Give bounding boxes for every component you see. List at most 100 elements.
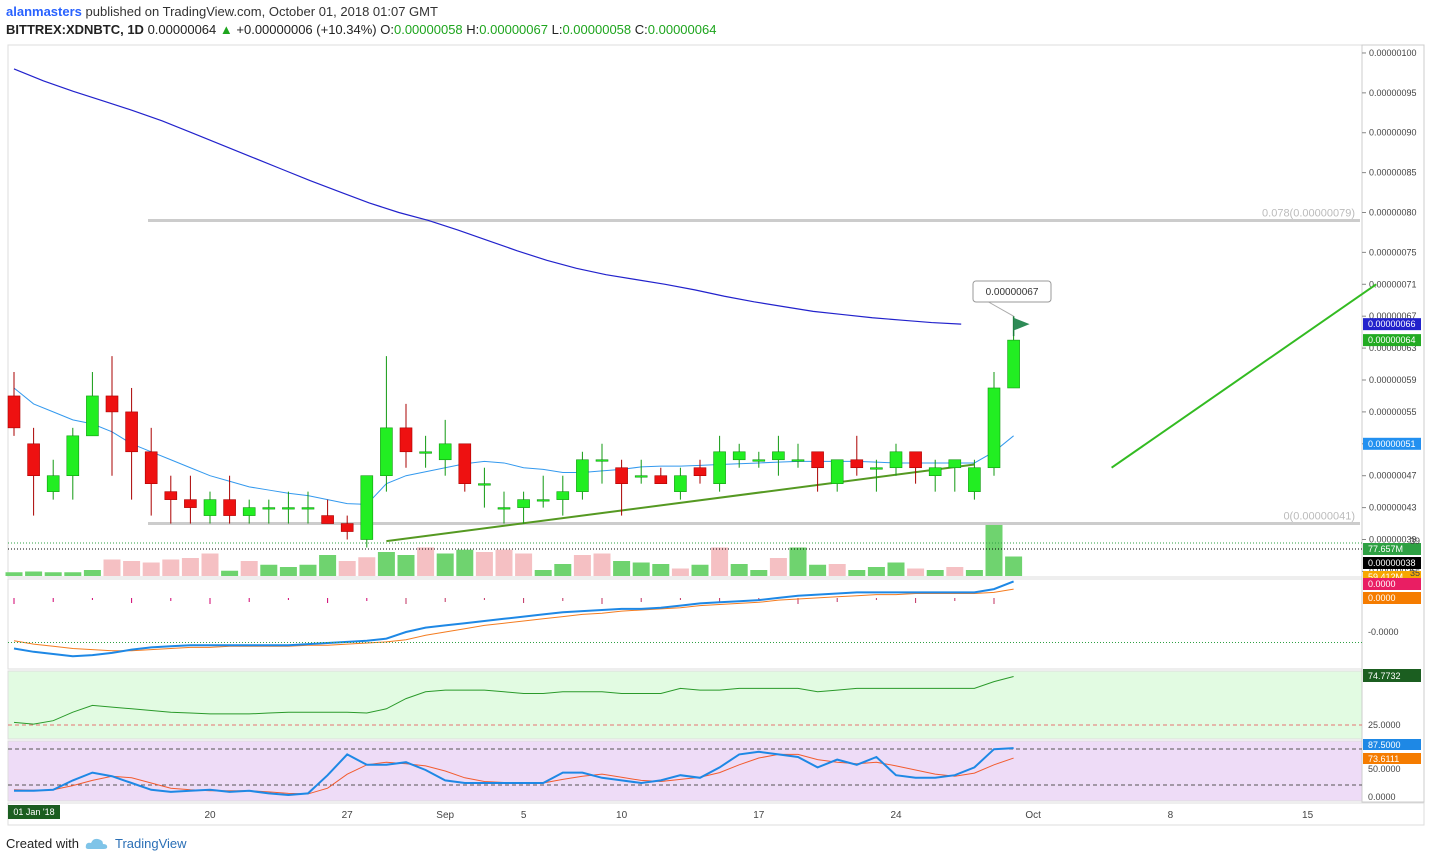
time-axis-label: 24 <box>890 810 902 821</box>
candle-body <box>968 467 981 492</box>
volume-bar <box>358 557 376 576</box>
price-tick-label: 0.00000043 <box>1369 503 1417 513</box>
volume-bar <box>495 549 513 576</box>
volume-bar <box>260 564 278 576</box>
price-tick-label: 0.00000090 <box>1369 128 1417 138</box>
price-tick-label: 0.00000095 <box>1369 88 1417 98</box>
time-axis-label: 8 <box>1168 810 1174 821</box>
candle-body <box>497 507 511 510</box>
footer: Created with TradingView <box>6 836 187 851</box>
time-axis-label: Oct <box>1025 810 1041 821</box>
candle-body <box>811 451 824 469</box>
candle-body <box>438 443 452 461</box>
macd-badge-text: 0.0000 <box>1368 579 1396 589</box>
tradingview-brand[interactable]: TradingView <box>114 836 187 851</box>
volume-bar <box>436 553 454 576</box>
volume-bar <box>44 572 62 576</box>
price-tick-label: 0.00000063 <box>1369 343 1417 353</box>
price-tick-label: 0.00000055 <box>1369 407 1417 417</box>
volume-bar <box>946 567 964 576</box>
candle-body <box>772 451 785 461</box>
volume-bar <box>456 549 474 576</box>
volume-bar <box>377 552 395 576</box>
volume-axis-label: 35 <box>1410 568 1420 578</box>
candle-body <box>850 459 864 469</box>
candle-body <box>125 411 138 453</box>
candle-body <box>830 459 844 484</box>
symbol-legend: BITTREX:XDNBTC, 1D 0.00000064 ▲ +0.00000… <box>6 22 716 37</box>
time-axis-label: 10 <box>616 810 628 821</box>
volume-bar <box>103 559 121 576</box>
volume-bar <box>554 564 572 576</box>
author-name[interactable]: alanmasters <box>6 4 82 19</box>
volume-bar <box>279 567 297 576</box>
price-axis <box>1361 44 1425 803</box>
volume-bar <box>789 547 807 576</box>
candle-body <box>987 387 1001 469</box>
candle-body <box>595 459 609 462</box>
candle-body <box>203 499 217 516</box>
published-text: published on TradingView.com, October 01… <box>85 4 438 19</box>
candle-body <box>340 523 354 532</box>
symbol-title: BITTREX:XDNBTC, 1D <box>6 22 144 37</box>
price-tick-label: 0.00000080 <box>1369 207 1417 217</box>
last-price: 0.00000064 <box>147 22 217 37</box>
price-tick-label: 0.00000100 <box>1369 48 1417 58</box>
rsi-line <box>13 676 1014 725</box>
stoch-pane <box>7 740 1363 802</box>
candle-body <box>458 443 472 484</box>
price-tick-label: 0.00000085 <box>1369 168 1417 178</box>
created-with-text: Created with <box>6 836 79 851</box>
volume-bar <box>671 568 689 576</box>
candle-body <box>105 395 119 413</box>
stoch-d-badge <box>1363 753 1421 764</box>
volume-bar <box>573 555 591 576</box>
axis-badge-text: 0.00000051 <box>1368 439 1416 449</box>
candle-body <box>615 467 628 484</box>
candle-body <box>674 475 687 492</box>
axis-badge-text: 77.657M <box>1368 544 1403 554</box>
axis-badge-text: 0.00000064 <box>1368 335 1416 345</box>
volume-bar <box>652 564 670 576</box>
macd-badge <box>1363 578 1421 590</box>
axis-badge <box>1363 318 1421 331</box>
volume-bar <box>613 561 631 576</box>
open-label: O: <box>380 22 394 37</box>
volume-bar <box>534 570 552 576</box>
volume-bar <box>240 561 258 576</box>
fib-lower-label: 0(0.00000041) <box>1283 511 1355 523</box>
volume-bar <box>221 570 239 576</box>
macd-line <box>13 580 1014 658</box>
axis-badge-text: 0.00000038 <box>1368 558 1416 568</box>
axis-badge <box>1363 557 1421 569</box>
price-callout-text: 0.00000067 <box>986 287 1039 298</box>
candle-body <box>399 427 413 453</box>
axis-badge <box>1363 334 1421 347</box>
candle-body <box>576 459 589 492</box>
stoch-tick-label: 0.0000 <box>1368 792 1396 802</box>
volume-bar <box>848 570 866 576</box>
volume-bar <box>319 555 337 576</box>
price-tick-label: 0.00000059 <box>1369 375 1417 385</box>
callout-pointer <box>984 299 1014 317</box>
volume-bar <box>926 570 944 576</box>
candle-body <box>732 451 746 461</box>
volume-bar <box>515 553 533 576</box>
candle-body <box>66 435 80 477</box>
low-label: L: <box>551 22 563 37</box>
candle-body <box>301 507 315 510</box>
high-label: H: <box>466 22 480 37</box>
candle-body <box>752 459 766 462</box>
rsi-badge-text: 74.7732 <box>1368 671 1401 681</box>
volume-bar <box>711 547 729 576</box>
ma200-line <box>13 68 962 325</box>
candle-body <box>360 475 374 540</box>
volume-bar <box>1005 556 1023 576</box>
price-tick-label: 0.00000075 <box>1369 247 1417 257</box>
close-label: C: <box>634 22 648 37</box>
macd-pane <box>7 578 1363 670</box>
macd-signal-line <box>13 588 1014 652</box>
publish-header: alanmasters published on TradingView.com… <box>6 4 438 19</box>
volume-bar <box>181 558 199 576</box>
